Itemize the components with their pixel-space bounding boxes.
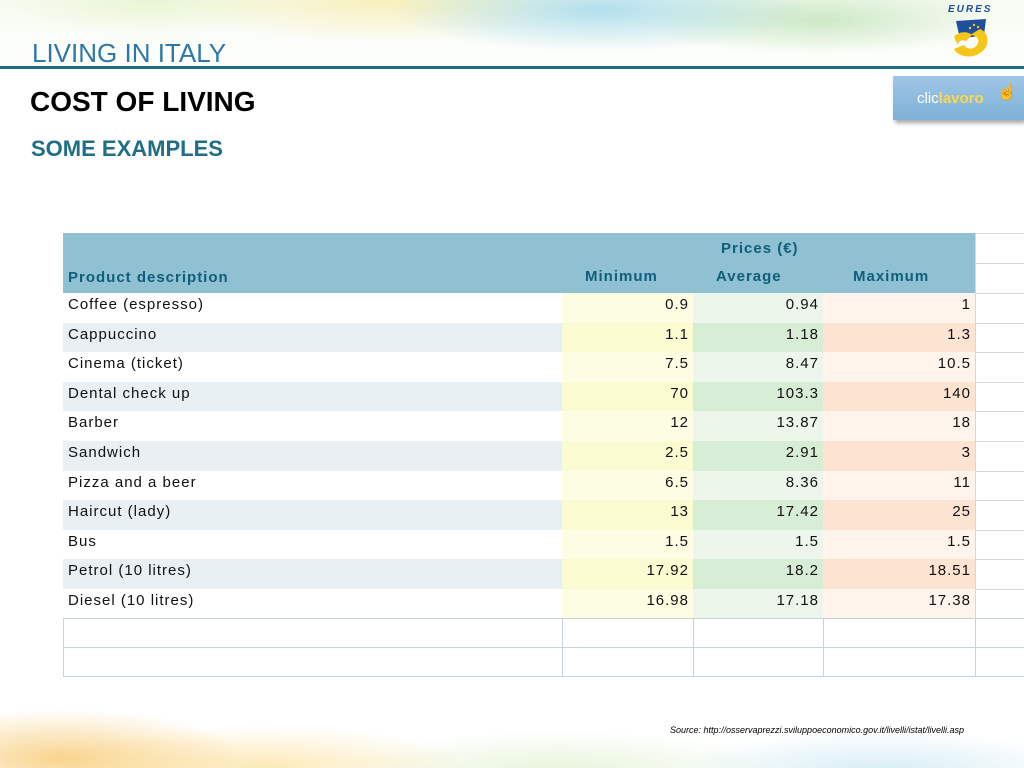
- product-cell: Haircut (lady): [63, 500, 562, 530]
- table-row: Cappuccino 1.1 1.18 1.3: [63, 322, 1024, 353]
- table-row: Haircut (lady) 13 17.42 25: [63, 500, 1024, 530]
- maximum-cell: 3: [823, 441, 975, 471]
- product-cell: Diesel (10 litres): [63, 589, 562, 619]
- section-title: LIVING IN ITALY: [32, 38, 227, 68]
- average-cell: 17.42: [693, 500, 823, 530]
- minimum-cell: 70: [562, 381, 693, 412]
- cliclavoro-logo-text: cliclavoro: [917, 90, 984, 107]
- row-extension: [975, 529, 1024, 560]
- minimum-cell: 2.5: [562, 441, 693, 471]
- row-extension: [975, 293, 1024, 323]
- average-cell: 17.18: [693, 589, 823, 619]
- average-cell: 1.18: [693, 322, 823, 353]
- eures-emblem-icon: [954, 19, 988, 57]
- cliclavoro-logo: cliclavoro ☝: [893, 76, 1024, 120]
- maximum-cell: 25: [823, 500, 975, 530]
- minimum-cell: 16.98: [562, 589, 693, 619]
- table-header: Prices (€) Product description Minimum A…: [63, 233, 975, 293]
- average-cell: 8.47: [693, 352, 823, 382]
- maximum-cell: 11: [823, 470, 975, 501]
- minimum-column-header: Minimum: [585, 268, 658, 285]
- product-cell: Barber: [63, 411, 562, 441]
- table-row: Coffee (espresso) 0.9 0.94 1: [63, 293, 1024, 323]
- row-extension: [975, 500, 1024, 530]
- product-cell: Pizza and a beer: [63, 470, 562, 501]
- average-cell: 0.94: [693, 293, 823, 323]
- minimum-cell: 1.5: [562, 529, 693, 560]
- table-row: Petrol (10 litres) 17.92 18.2 18.51: [63, 559, 1024, 589]
- product-cell: Coffee (espresso): [63, 293, 562, 323]
- average-cell: 2.91: [693, 441, 823, 471]
- header-divider: [0, 66, 1024, 69]
- product-cell: Bus: [63, 529, 562, 560]
- table-row: Diesel (10 litres) 16.98 17.18 17.38: [63, 589, 1024, 619]
- maximum-cell: 140: [823, 381, 975, 412]
- source-note: Source: http://osservaprezzi.sviluppoeco…: [670, 725, 964, 735]
- maximum-cell: 17.38: [823, 589, 975, 619]
- maximum-cell: 18.51: [823, 559, 975, 589]
- bottom-background: [0, 648, 1024, 768]
- minimum-cell: 7.5: [562, 352, 693, 382]
- row-extension: [975, 470, 1024, 501]
- prices-group-header: Prices (€): [721, 240, 799, 257]
- table-row: Dental check up 70 103.3 140: [63, 381, 1024, 412]
- product-cell: Cappuccino: [63, 322, 562, 353]
- minimum-cell: 1.1: [562, 322, 693, 353]
- minimum-cell: 0.9: [562, 293, 693, 323]
- maximum-cell: 18: [823, 411, 975, 441]
- table-row: Cinema (ticket) 7.5 8.47 10.5: [63, 352, 1024, 382]
- maximum-cell: 1.3: [823, 322, 975, 353]
- table-row: Barber 12 13.87 18: [63, 411, 1024, 441]
- row-extension: [975, 381, 1024, 412]
- average-cell: 1.5: [693, 529, 823, 560]
- row-extension: [975, 322, 1024, 353]
- minimum-cell: 13: [562, 500, 693, 530]
- row-extension: [975, 352, 1024, 382]
- page-title: COST OF LIVING: [30, 86, 256, 117]
- product-cell: Petrol (10 litres): [63, 559, 562, 589]
- minimum-cell: 12: [562, 411, 693, 441]
- maximum-cell: 1.5: [823, 529, 975, 560]
- minimum-cell: 17.92: [562, 559, 693, 589]
- table-row: Pizza and a beer 6.5 8.36 11: [63, 470, 1024, 501]
- row-extension: [975, 589, 1024, 619]
- table-header-extension: [975, 233, 1024, 295]
- page-subtitle: SOME EXAMPLES: [31, 136, 223, 161]
- row-extension: [975, 441, 1024, 471]
- empty-row: [63, 647, 1024, 676]
- row-extension: [975, 559, 1024, 589]
- average-cell: 8.36: [693, 470, 823, 501]
- product-cell: Sandwich: [63, 441, 562, 471]
- empty-row: [63, 618, 1024, 647]
- eures-logo: EURES: [946, 4, 998, 62]
- eures-logo-text: EURES: [948, 4, 993, 15]
- product-column-header: Product description: [68, 269, 229, 286]
- average-cell: 103.3: [693, 381, 823, 412]
- maximum-cell: 1: [823, 293, 975, 323]
- average-cell: 18.2: [693, 559, 823, 589]
- cursor-hand-icon: ☝: [997, 84, 1017, 101]
- average-cell: 13.87: [693, 411, 823, 441]
- maximum-column-header: Maximum: [853, 268, 930, 285]
- maximum-cell: 10.5: [823, 352, 975, 382]
- row-extension: [975, 411, 1024, 441]
- table-row: Sandwich 2.5 2.91 3: [63, 441, 1024, 471]
- product-cell: Cinema (ticket): [63, 352, 562, 382]
- product-cell: Dental check up: [63, 381, 562, 412]
- minimum-cell: 6.5: [562, 470, 693, 501]
- average-column-header: Average: [716, 268, 782, 285]
- table-row: Bus 1.5 1.5 1.5: [63, 529, 1024, 560]
